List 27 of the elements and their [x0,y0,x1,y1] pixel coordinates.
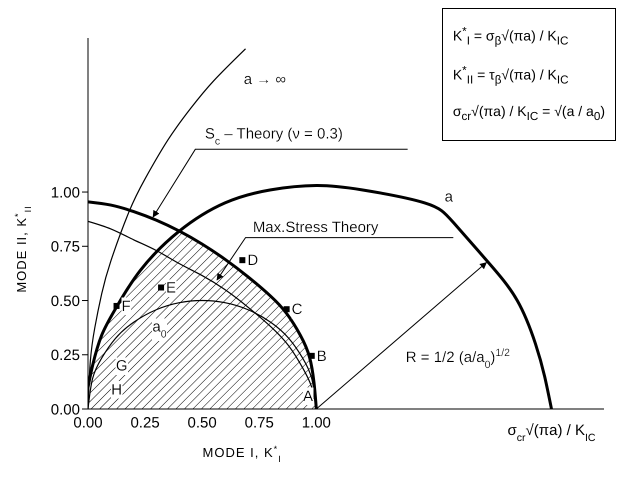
annotation: σ$_{cr}$√(πa) / K$_{IC}$ = √(a / a$_{0}$) [452,102,605,125]
annotation: H [111,381,122,398]
annotation: a$_{0}$ [152,318,167,341]
annotation: D [247,252,258,270]
annotation: a → ∞ [244,71,286,88]
annotation: Max.Stress Theory [252,218,379,236]
formula-box: K$^{*}$$_{I}$ = σ$_{β}$√(πa) / K$_{IC}$ K$^{*}$$_{II}$ = τ$_{β}$√(πa) / K$_{IC}$ σ$_{cr}$√(πa) / K$_{IC}$ = √(a / a$_{0}$) [442,8,616,141]
annotation: G [116,358,128,375]
y-tick-label: 0.25 [50,347,80,364]
annotation: F [122,298,131,315]
annotation: a [444,188,454,206]
annotation: R = 1/2 (a/a$_{0}$)$^{1/2}$ [406,346,510,371]
x-tick-label: 0.25 [130,414,160,432]
annotation: A [303,388,314,405]
annotation: K$^{*}$$_{I}$ = σ$_{β}$√(πa) / K$_{IC}$ [452,24,570,50]
x-tick-label: 0.50 [188,414,217,432]
annotation: S$_{c}$ – Theory (ν = 0.3) [204,125,343,148]
y-tick-label: 1.00 [50,184,80,202]
y-tick-label: 0.75 [50,238,80,256]
text: σ$_{cr}$√(πa) / K$_{IC}$ [508,422,596,444]
y-tick-label: 0.50 [50,292,80,310]
annotation: K$^{*}$$_{II}$ = τ$_{β}$√(πa) / K$_{IC}$ [452,63,570,89]
annotation: B [316,348,327,365]
x-tick-label: 0.75 [244,414,274,432]
annotation: E [166,280,176,297]
annotation: C [292,301,303,318]
x-tick-label: 1.00 [302,414,331,432]
